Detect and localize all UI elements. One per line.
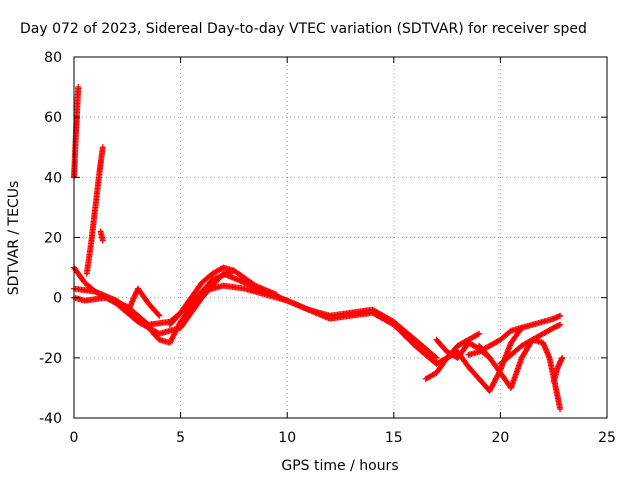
data-point: [557, 405, 564, 412]
data-point: [518, 324, 525, 331]
series-track-6: [422, 330, 483, 382]
x-axis-label: GPS time / hours: [281, 458, 398, 474]
y-tick-label: -20: [39, 351, 62, 367]
y-tick-label: 20: [44, 231, 62, 247]
data-point: [156, 312, 163, 319]
data-point: [517, 326, 524, 333]
y-tick-label: -40: [39, 411, 62, 427]
x-tick-label: 5: [176, 430, 185, 446]
data-point: [230, 267, 237, 274]
x-tick-label: 0: [70, 430, 79, 446]
y-tick-label: 80: [44, 50, 62, 66]
y-tick-label: 0: [53, 291, 62, 307]
tick-labels: 0 5 10 15 20 25 -40 -20 0 20 40 60 80: [39, 50, 616, 446]
x-tick-label: 10: [278, 430, 296, 446]
series-spike-a: [71, 84, 82, 181]
data-point: [99, 144, 106, 151]
y-axis-label: SDTVAR / TECUs: [6, 181, 22, 296]
data-point: [559, 354, 566, 361]
data-point: [557, 312, 564, 319]
plot-frame: [73, 56, 608, 419]
data-point: [155, 311, 162, 318]
x-tick-label: 25: [598, 430, 616, 446]
data-point: [476, 330, 483, 337]
data-point: [474, 331, 481, 338]
x-tick-label: 20: [491, 430, 509, 446]
data-point: [433, 354, 440, 361]
series-track-11: [497, 336, 564, 412]
series-track-4: [124, 285, 163, 319]
y-tick-label: 60: [44, 110, 62, 126]
data-point: [432, 353, 439, 360]
series-track-2: [71, 282, 461, 367]
y-tick-label: 40: [44, 170, 62, 186]
x-tick-label: 15: [385, 430, 403, 446]
data-point: [75, 84, 82, 91]
data-point: [273, 291, 280, 298]
data-point: [557, 321, 564, 328]
grid: [74, 57, 607, 418]
axis-ticks: [73, 56, 608, 419]
series-track-12: [550, 354, 566, 385]
chart-title: Day 072 of 2023, Sidereal Day-to-day VTE…: [20, 21, 587, 37]
series-spike-b-tail: [97, 228, 106, 244]
series-track-5: [166, 264, 237, 328]
data-point: [99, 237, 106, 244]
series-spike-b: [83, 144, 106, 277]
data-marks: [71, 84, 566, 412]
